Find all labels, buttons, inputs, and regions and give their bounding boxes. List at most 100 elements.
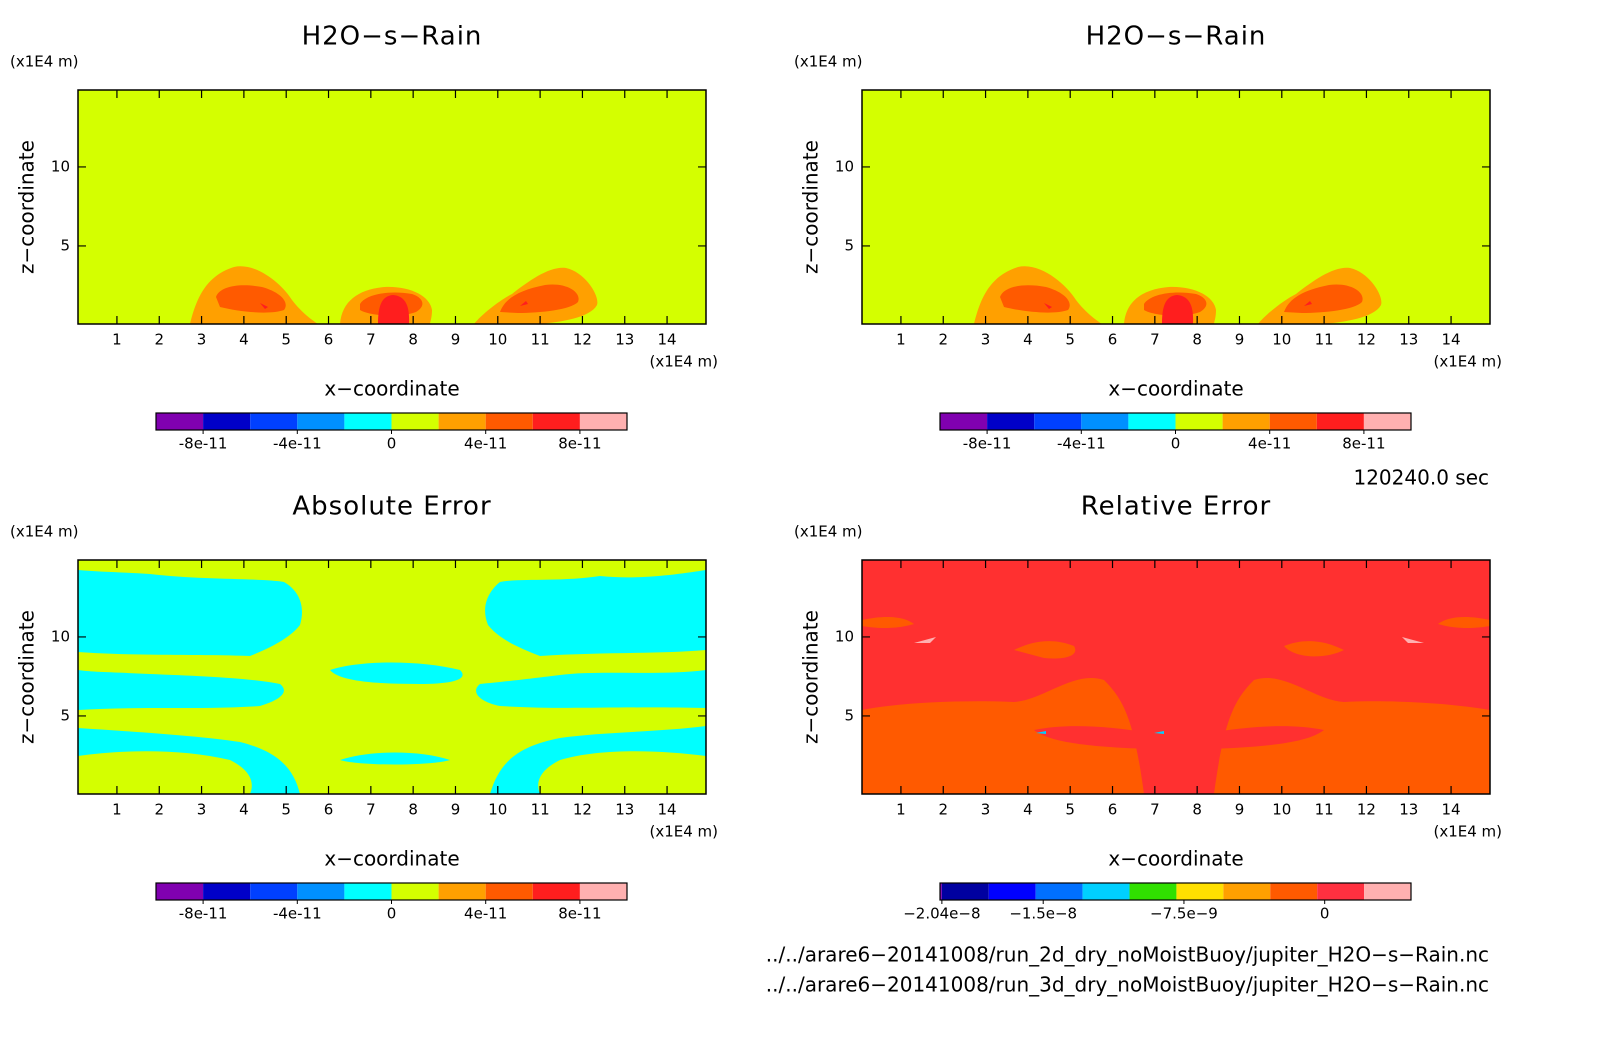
x-tick-label: 1 (112, 331, 122, 349)
colorbar-tick-label: 8e-11 (558, 435, 601, 453)
y-axis-label: z−coordinate (799, 140, 823, 274)
x-tick-label: 11 (1315, 331, 1334, 349)
colorbar-segment (1223, 883, 1271, 900)
x-tick-label: 9 (451, 331, 461, 349)
x-tick-label: 11 (531, 331, 550, 349)
colorbar-tick-label: -8e-11 (963, 435, 1012, 453)
colorbar-segment (1364, 883, 1411, 900)
x-tick-label: 14 (1442, 331, 1461, 349)
colorbar-segment (1176, 883, 1224, 900)
colorbar-tick-label: 4e-11 (464, 905, 507, 923)
y-axis-label: z−coordinate (15, 140, 39, 274)
file-path: ../../arare6−20141008/run_2d_dry_noMoist… (766, 943, 1489, 967)
y-unit: (x1E4 m) (794, 523, 863, 541)
contour-shapes (78, 266, 1490, 794)
panel-axes (861, 559, 1491, 795)
colorbar-segment (532, 883, 580, 900)
colorbar-segment (1129, 883, 1177, 900)
panel: Relative Error (x1E4 m) (x1E4 m) x−coordina… (794, 492, 1502, 923)
colorbar-segment (579, 413, 627, 430)
panel-axes (77, 89, 707, 325)
colorbar-frame (939, 882, 1412, 901)
panel-title: H2O−s−Rain (302, 22, 483, 52)
x-tick-label: 8 (1192, 801, 1202, 819)
colorbar-segment (987, 413, 1035, 430)
x-tick-label: 9 (451, 801, 461, 819)
contour-fill (862, 90, 1490, 324)
colorbar-segment (1082, 883, 1130, 900)
x-tick-label: 11 (1315, 801, 1334, 819)
x-tick-label: 12 (1357, 331, 1376, 349)
y-tick-label: 10 (835, 157, 854, 175)
x-tick-label: 5 (1065, 331, 1075, 349)
contour-fill (78, 90, 706, 324)
colorbar-tick-label: 4e-11 (464, 435, 507, 453)
x-tick-label: 2 (154, 801, 164, 819)
x-axis-label: x−coordinate (324, 377, 459, 401)
colorbar-segment (1317, 883, 1365, 900)
colorbar-tick-label: -4e-11 (273, 435, 322, 453)
colorbar-tick-label: 0 (387, 905, 397, 923)
colorbar-tick-label: -8e-11 (179, 905, 228, 923)
y-tick-label: 5 (844, 236, 854, 254)
plot-frame (861, 559, 1491, 795)
panel-title: Relative Error (1081, 492, 1272, 522)
x-tick-label: 1 (112, 801, 122, 819)
colorbar-segment (203, 883, 251, 900)
colorbar-segment (1270, 883, 1318, 900)
x-tick-label: 5 (1065, 801, 1075, 819)
x-tick-label: 7 (366, 331, 376, 349)
y-tick-label: 5 (60, 236, 70, 254)
colorbar-segment (532, 413, 580, 430)
x-tick-label: 7 (366, 801, 376, 819)
x-tick-label: 4 (239, 331, 249, 349)
panel: H2O−s−Rain (x1E4 m) (x1E4 m) x−coordinate z−… (794, 22, 1502, 453)
x-tick-label: 2 (938, 331, 948, 349)
x-axis-label: x−coordinate (324, 847, 459, 871)
x-tick-label: 13 (615, 331, 634, 349)
x-tick-label: 12 (573, 331, 592, 349)
colorbar-segment (297, 413, 345, 430)
x-tick-label: 6 (1108, 801, 1118, 819)
x-tick-label: 6 (324, 331, 334, 349)
x-tick-label: 1 (896, 801, 906, 819)
colorbar-segment (156, 413, 204, 430)
x-tick-label: 2 (154, 331, 164, 349)
x-tick-label: 6 (324, 801, 334, 819)
x-tick-label: 5 (281, 331, 291, 349)
y-tick-label: 5 (60, 706, 70, 724)
colorbar-tick-label: 0 (387, 435, 397, 453)
colorbar-segment (1222, 413, 1270, 430)
colorbar-segment (485, 413, 533, 430)
y-axis-label: z−coordinate (15, 610, 39, 744)
y-unit: (x1E4 m) (10, 53, 79, 71)
colorbar-segment (1363, 413, 1411, 430)
x-tick-label: 9 (1235, 801, 1245, 819)
x-tick-label: 4 (1023, 801, 1033, 819)
x-axis-label: x−coordinate (1108, 377, 1243, 401)
colorbar-tick-label: 0 (1171, 435, 1181, 453)
x-tick-label: 5 (281, 801, 291, 819)
colorbar-tick-label: -4e-11 (1057, 435, 1106, 453)
x-tick-label: 14 (1442, 801, 1461, 819)
colorbar-segment (941, 883, 989, 900)
x-tick-label: 4 (239, 801, 249, 819)
x-tick-label: 11 (531, 801, 550, 819)
x-tick-label: 1 (896, 331, 906, 349)
panel: Absolute Error (x1E4 m) (x1E4 m) x−coordina… (10, 492, 718, 923)
y-tick-label: 10 (835, 627, 854, 645)
x-tick-label: 2 (938, 801, 948, 819)
panel-title: H2O−s−Rain (1086, 22, 1267, 52)
contour-background (78, 90, 706, 324)
x-unit: (x1E4 m) (1433, 823, 1502, 841)
contour-background (862, 90, 1490, 324)
x-tick-label: 12 (573, 801, 592, 819)
x-unit: (x1E4 m) (649, 823, 718, 841)
panel-title: Absolute Error (292, 492, 491, 522)
x-axis-label: x−coordinate (1108, 847, 1243, 871)
x-tick-label: 12 (1357, 801, 1376, 819)
colorbar-tick-label: 0 (1320, 905, 1330, 923)
colorbar-segment (344, 883, 392, 900)
colorbar-segment (297, 883, 345, 900)
